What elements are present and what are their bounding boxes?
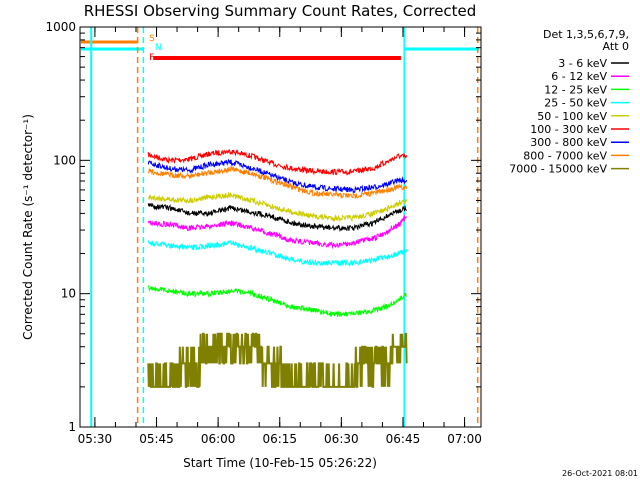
x-tick-label: 06:30 xyxy=(324,432,359,446)
plot-frame xyxy=(79,26,482,428)
series-line xyxy=(147,148,408,176)
y-axis: 1 10 100 1000 xyxy=(45,20,481,434)
legend-label: 800 - 7000 keV xyxy=(523,149,607,162)
series-line xyxy=(147,158,408,194)
flag-letter-s: S xyxy=(149,34,155,44)
series-line xyxy=(147,214,408,250)
series-line xyxy=(147,191,408,223)
legend-label: 100 - 300 keV xyxy=(530,123,607,136)
x-tick-label: 05:45 xyxy=(139,432,174,446)
legend-header: Att 0 xyxy=(603,40,629,53)
series-line xyxy=(147,332,408,388)
flag-letter-f: F xyxy=(149,53,154,63)
legend-label: 3 - 6 keV xyxy=(558,57,607,70)
y-tick-label: 1 xyxy=(68,420,76,434)
legend-label: 50 - 100 keV xyxy=(537,110,607,123)
y-tick-label: 100 xyxy=(53,153,76,167)
series-line xyxy=(147,202,408,232)
legend-label: 25 - 50 keV xyxy=(544,97,607,110)
legend-label: 300 - 800 keV xyxy=(530,136,607,149)
y-tick-label: 1000 xyxy=(45,20,76,34)
x-tick-label: 06:45 xyxy=(386,432,421,446)
legend-label: 12 - 25 keV xyxy=(544,83,607,96)
flag-letter-n: N xyxy=(155,43,162,53)
timestamp: 26-Oct-2021 08:01 xyxy=(562,469,638,478)
x-tick-label: 06:00 xyxy=(201,432,236,446)
x-tick-label: 05:30 xyxy=(78,432,113,446)
legend-header: Det 1,3,5,6,7,9, xyxy=(543,28,629,41)
x-tick-label: 07:00 xyxy=(447,432,482,446)
series-line xyxy=(147,284,407,318)
flags-layer: SNF xyxy=(80,27,480,427)
x-axis: 05:30 05:45 06:00 06:15 06:30 06:45 07:00 xyxy=(78,27,482,446)
chart-title: RHESSI Observing Summary Count Rates, Co… xyxy=(84,2,477,20)
y-axis-label: Corrected Count Rate (s⁻¹ detector⁻¹) xyxy=(21,114,35,340)
series-line xyxy=(147,165,408,200)
series-line xyxy=(147,239,408,268)
series-layer xyxy=(147,148,408,388)
legend-label: 7000 - 15000 keV xyxy=(509,163,607,176)
legend-label: 6 - 12 keV xyxy=(551,70,607,83)
x-axis-label: Start Time (10-Feb-15 05:26:22) xyxy=(183,456,377,470)
y-tick-label: 10 xyxy=(61,287,76,301)
x-tick-label: 06:15 xyxy=(262,432,297,446)
